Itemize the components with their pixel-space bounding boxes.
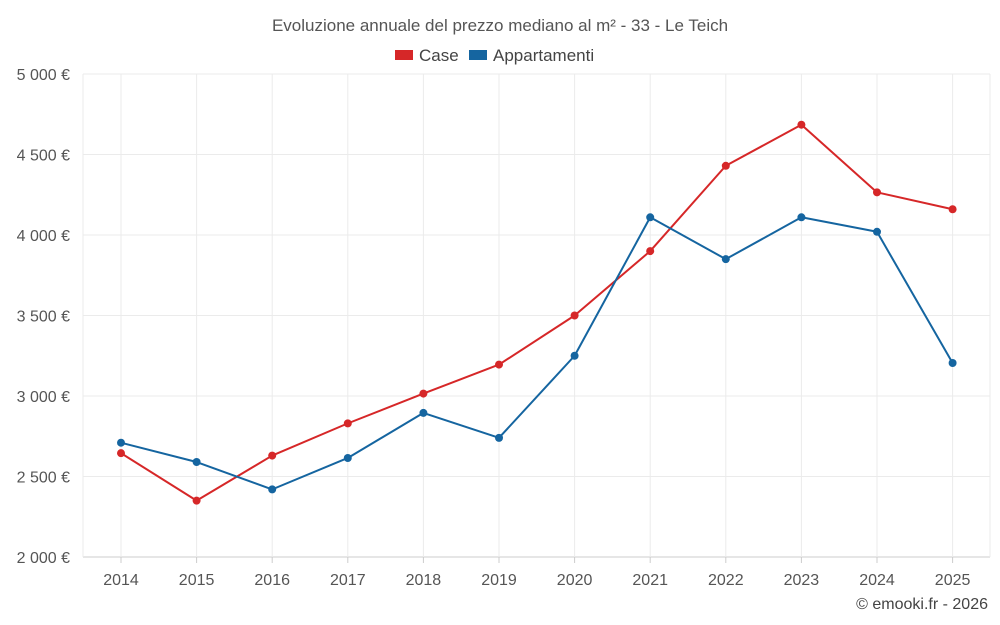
x-tick-label: 2020 <box>557 572 593 589</box>
y-tick-label: 4 000 € <box>17 228 70 245</box>
legend-swatch-appartamenti[interactable] <box>469 50 487 60</box>
y-axis: 2 000 € 2 500 € 3 000 € 3 500 € 4 000 € 4 500… <box>17 67 70 567</box>
data-point-case <box>419 389 428 398</box>
legend-label-case[interactable]: Case <box>419 46 459 65</box>
x-tick-label: 2022 <box>708 572 744 589</box>
data-point-appartamenti <box>797 213 806 222</box>
data-point-case <box>192 496 201 505</box>
data-point-case <box>495 360 503 369</box>
x-tick-label: 2017 <box>330 572 366 589</box>
y-tick-label: 3 500 € <box>17 309 70 326</box>
x-tick-label: 2025 <box>935 572 971 589</box>
series-line-appartamenti <box>120 216 954 491</box>
data-point-case <box>117 449 125 458</box>
data-point-case <box>343 419 352 428</box>
data-point-case <box>721 161 730 170</box>
data-point-appartamenti <box>343 453 352 462</box>
x-tick-label: 2016 <box>254 572 290 589</box>
y-tick-label: 3 000 € <box>17 389 70 406</box>
data-point-appartamenti <box>268 485 277 494</box>
data-point-appartamenti <box>948 358 957 367</box>
data-point-case <box>948 205 957 214</box>
data-point-case <box>797 120 806 129</box>
data-point-case <box>570 311 579 320</box>
y-tick-label: 2 500 € <box>17 470 70 487</box>
x-tick-label: 2018 <box>406 572 442 589</box>
data-point-case <box>646 247 655 256</box>
series-line-case <box>120 123 953 502</box>
y-tick-label: 5 000 € <box>17 67 70 84</box>
x-tick-label: 2024 <box>859 572 895 589</box>
y-tick-label: 4 500 € <box>17 148 70 165</box>
y-tick-label: 2 000 € <box>17 550 70 567</box>
x-tick-label: 2014 <box>103 572 139 589</box>
data-point-case <box>873 188 881 197</box>
x-tick-label: 2021 <box>632 572 668 589</box>
data-point-appartamenti <box>721 255 730 264</box>
x-tick-label: 2019 <box>481 572 517 589</box>
data-point-appartamenti <box>495 433 503 442</box>
data-point-appartamenti <box>873 227 881 236</box>
legend: Case Appartamenti <box>395 46 594 65</box>
data-point-appartamenti <box>570 351 579 360</box>
data-point-appartamenti <box>192 458 201 467</box>
data-point-appartamenti <box>117 438 125 447</box>
chart-title: Evoluzione annuale del prezzo mediano al… <box>272 16 728 35</box>
series <box>117 120 957 505</box>
data-point-case <box>268 451 277 460</box>
legend-label-appartamenti[interactable]: Appartamenti <box>493 46 594 65</box>
data-point-appartamenti <box>646 213 655 222</box>
x-tick-label: 2023 <box>784 572 820 589</box>
x-axis: 2014 2015 2016 2017 2018 2019 2020 2021 2022 2023… <box>103 557 970 589</box>
credit-text: © emooki.fr - 2026 <box>856 596 988 613</box>
data-point-appartamenti <box>419 408 428 417</box>
legend-swatch-case[interactable] <box>395 50 413 60</box>
x-tick-label: 2015 <box>179 572 215 589</box>
grid <box>82 73 991 558</box>
